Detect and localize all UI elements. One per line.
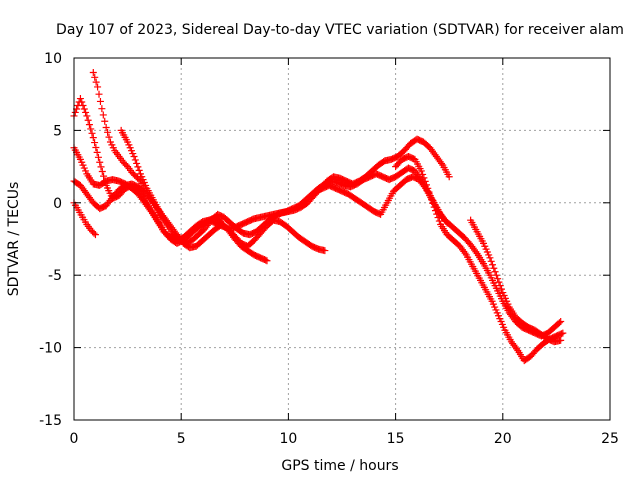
y-axis-label: SDTVAR / TECUs (6, 182, 22, 297)
data-point (130, 152, 138, 160)
data-point (135, 166, 143, 174)
data-point (263, 257, 271, 265)
data-point (96, 97, 104, 105)
data-point (419, 170, 427, 178)
data-point (94, 83, 102, 91)
x-tick-label: 0 (70, 431, 79, 447)
y-tick-label: 5 (53, 123, 62, 139)
data-point (92, 143, 100, 151)
data-point (557, 336, 565, 344)
x-tick-label: 15 (387, 431, 405, 447)
data-point (89, 68, 97, 76)
data-point (96, 158, 104, 166)
data-point (134, 163, 142, 171)
data-point (104, 128, 112, 136)
grid-lines (74, 58, 610, 420)
series-track-5 (117, 126, 453, 247)
data-point (93, 148, 101, 156)
chart-title: Day 107 of 2023, Sidereal Day-to-day VTE… (56, 22, 624, 38)
data-point (559, 329, 567, 337)
data-point (76, 95, 84, 103)
x-tick-label: 10 (279, 431, 297, 447)
data-point (487, 257, 495, 265)
y-tick-label: 10 (44, 51, 62, 67)
data-point (555, 319, 563, 327)
data-point (95, 90, 103, 98)
data-point (557, 318, 565, 326)
plot-frame (73, 57, 611, 421)
data-point (445, 173, 453, 181)
y-tick-label: -5 (48, 268, 62, 284)
y-tick-label: 0 (53, 196, 62, 212)
data-point (89, 134, 97, 142)
data-point (422, 181, 430, 189)
data-point (105, 133, 113, 141)
data-series (70, 68, 567, 365)
data-point (87, 125, 95, 133)
data-point (492, 271, 500, 279)
y-tick-label: -10 (39, 341, 62, 357)
series-track-6 (70, 177, 329, 255)
data-point (91, 73, 99, 81)
series-track-7 (306, 173, 565, 340)
data-point (83, 112, 91, 120)
data-point (80, 105, 88, 113)
data-point (102, 124, 110, 132)
data-point (133, 159, 141, 167)
data-point (495, 278, 503, 286)
data-point (428, 196, 436, 204)
data-point (498, 285, 506, 293)
data-point (491, 268, 499, 276)
data-point (435, 217, 443, 225)
data-point (84, 116, 92, 124)
data-point (79, 101, 87, 109)
data-point (425, 188, 433, 196)
data-point (99, 111, 107, 119)
x-axis-label: GPS time / hours (281, 458, 398, 474)
data-point (98, 105, 106, 113)
data-point (91, 231, 99, 239)
x-tick-label: 25 (601, 431, 619, 447)
data-point (434, 214, 442, 222)
data-point (433, 210, 441, 218)
data-point (420, 174, 428, 182)
data-point (85, 121, 93, 129)
x-tick-label: 20 (494, 431, 512, 447)
data-point (321, 247, 329, 255)
data-point (97, 163, 105, 171)
data-point (131, 156, 139, 164)
data-point (92, 78, 100, 86)
data-point (426, 192, 434, 200)
data-point (100, 172, 108, 180)
data-point (496, 282, 504, 290)
data-point (98, 168, 106, 176)
data-point (430, 203, 438, 211)
data-point (424, 184, 432, 192)
data-point (94, 153, 102, 161)
series-track-9 (467, 216, 565, 346)
axis-ticks: 0 5 10 15 20 25 -15 -10 -5 0 5 10 (39, 51, 619, 447)
data-point (490, 264, 498, 272)
data-point (90, 229, 98, 237)
data-point (486, 254, 494, 262)
data-point (78, 98, 86, 106)
data-point (91, 139, 99, 147)
data-point (421, 177, 429, 185)
x-tick-label: 5 (177, 431, 186, 447)
data-point (417, 167, 425, 175)
data-point (494, 275, 502, 283)
data-point (88, 129, 96, 137)
data-point (71, 108, 79, 116)
data-point (489, 261, 497, 269)
data-point (82, 108, 90, 116)
y-tick-label: -15 (39, 413, 62, 429)
data-point (429, 199, 437, 207)
data-point (101, 117, 109, 125)
data-point (431, 207, 439, 215)
